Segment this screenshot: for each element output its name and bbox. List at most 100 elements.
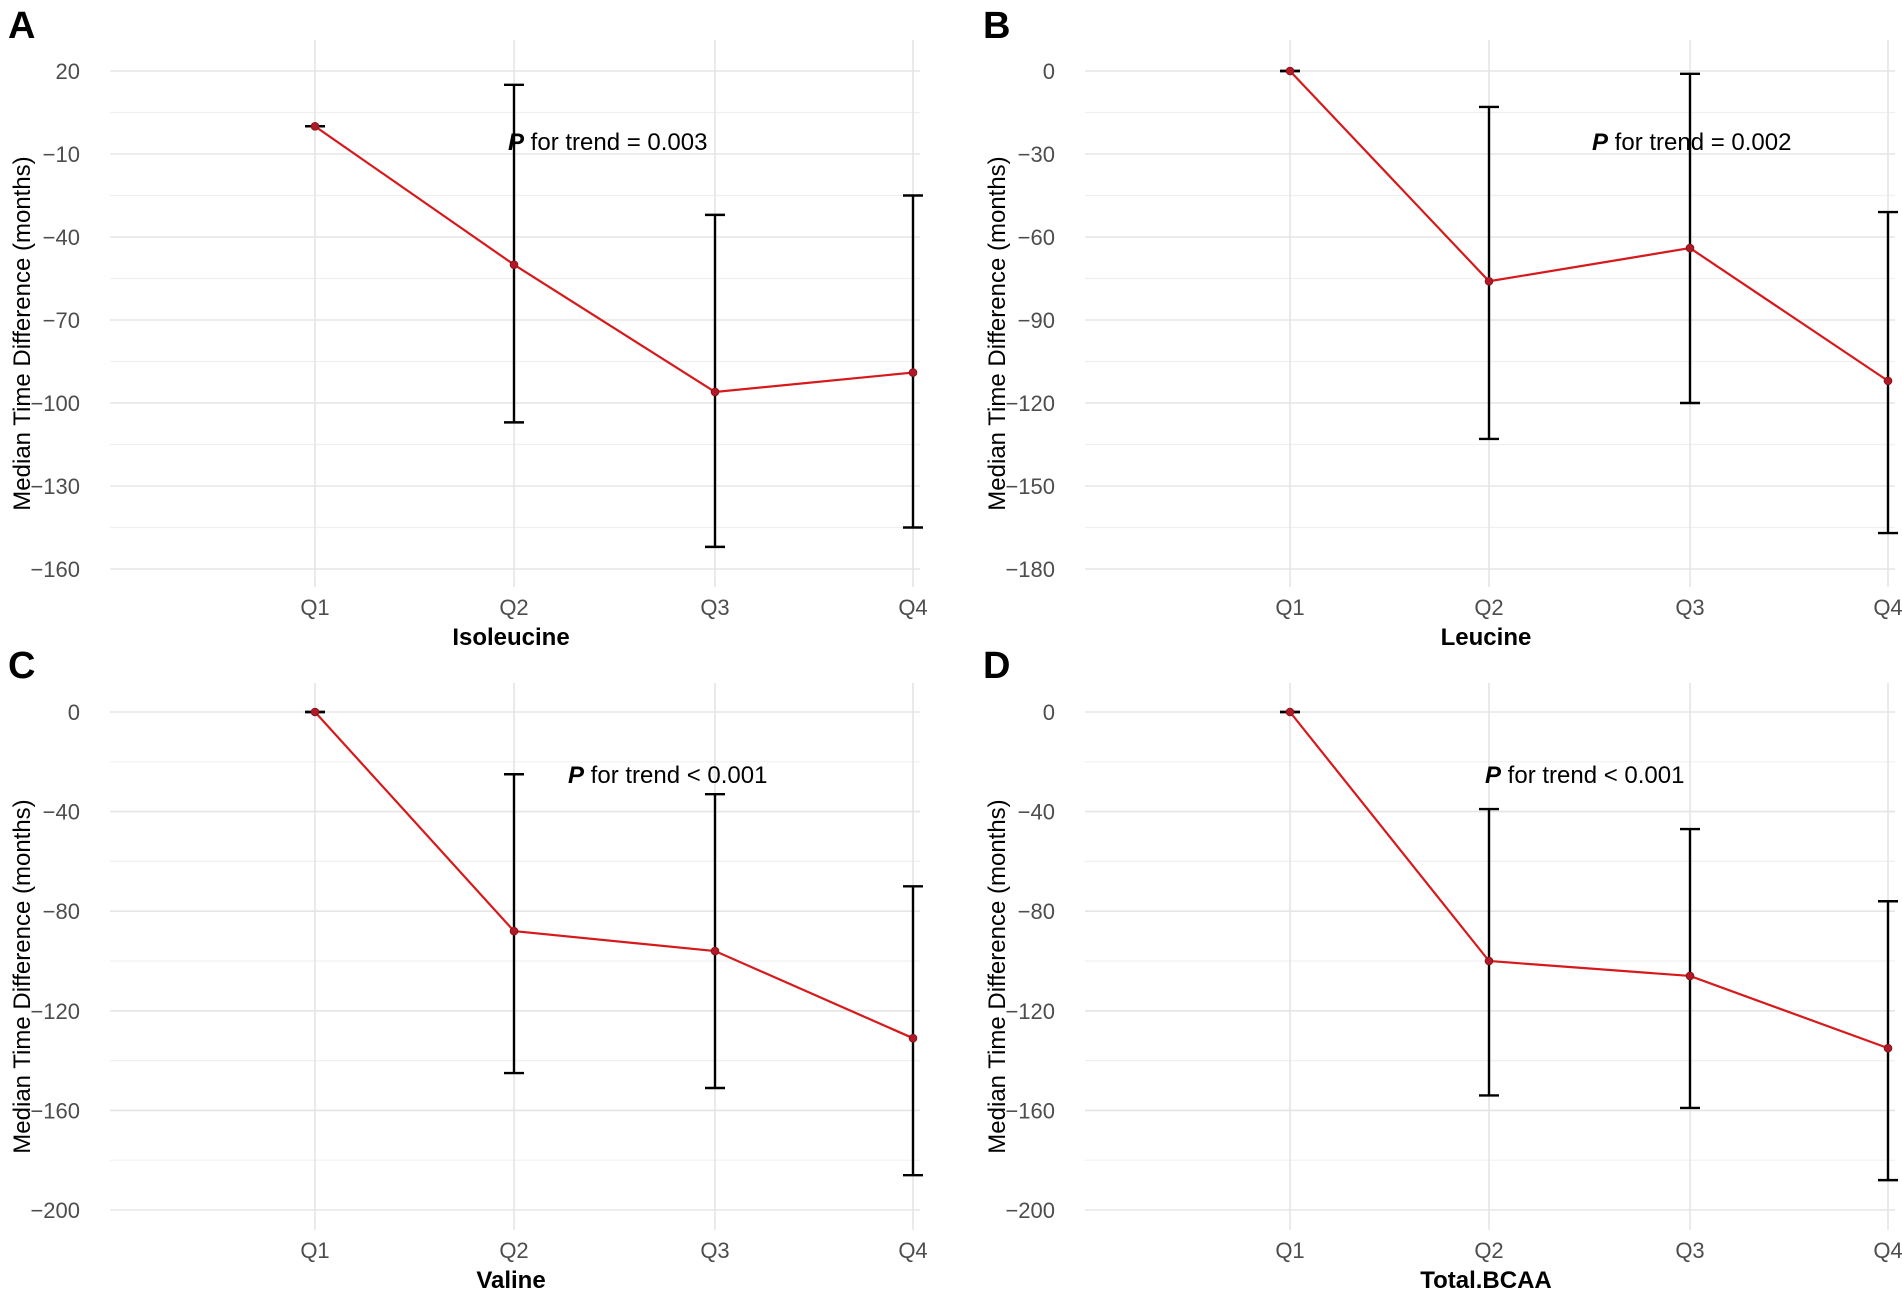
y-tick-label: −80 bbox=[1018, 899, 1055, 924]
data-point-q3 bbox=[1685, 971, 1695, 981]
data-point-q4 bbox=[1883, 376, 1893, 386]
trend-annotation-p: P bbox=[568, 762, 585, 789]
x-tick-label: Q3 bbox=[700, 595, 729, 620]
y-tick-label: 20 bbox=[56, 59, 80, 84]
x-axis-title: Isoleucine bbox=[452, 624, 569, 651]
y-tick-label: −200 bbox=[30, 1198, 80, 1223]
data-point-q3 bbox=[1685, 243, 1695, 253]
y-axis-title: Median Time Difference (months) bbox=[9, 799, 36, 1153]
y-tick-label: −40 bbox=[43, 800, 80, 825]
error-bar-q2 bbox=[504, 83, 524, 424]
y-axis-title: Median Time Difference (months) bbox=[984, 799, 1011, 1153]
x-tick-label: Q3 bbox=[700, 1238, 729, 1263]
error-bar-q3 bbox=[705, 213, 725, 549]
x-tick-label: Q3 bbox=[1675, 1238, 1704, 1263]
y-tick-label: 0 bbox=[1043, 700, 1055, 725]
data-point-q1 bbox=[310, 122, 320, 131]
trend-annotation: P for trend = 0.002 bbox=[1592, 129, 1791, 156]
panel-letter: A bbox=[8, 5, 35, 47]
error-bar-q3 bbox=[1680, 72, 1700, 405]
y-tick-label: −120 bbox=[30, 999, 80, 1024]
error-bar-q4 bbox=[1878, 900, 1898, 1182]
x-axis-title: Leucine bbox=[1441, 624, 1532, 651]
y-tick-label: −200 bbox=[1005, 1198, 1055, 1223]
data-point-q4 bbox=[908, 1033, 918, 1043]
y-tick-label: −40 bbox=[43, 225, 80, 250]
error-bar-q4 bbox=[1878, 210, 1898, 535]
y-tick-label: −160 bbox=[30, 557, 80, 582]
x-tick-label: Q1 bbox=[300, 1238, 329, 1263]
x-tick-label: Q1 bbox=[1275, 1238, 1304, 1263]
data-point-q3 bbox=[710, 387, 720, 397]
x-tick-label: Q2 bbox=[1474, 595, 1503, 620]
y-tick-label: −150 bbox=[1005, 474, 1055, 499]
panel-letter: D bbox=[983, 645, 1010, 687]
x-tick-label: Q2 bbox=[499, 595, 528, 620]
series-line bbox=[314, 711, 914, 1040]
y-tick-label: 0 bbox=[1043, 59, 1055, 84]
y-tick-label: −120 bbox=[1005, 391, 1055, 416]
data-point-q3 bbox=[710, 946, 720, 956]
panel-letter: B bbox=[983, 5, 1010, 47]
data-point-q1 bbox=[1285, 707, 1295, 717]
data-point-q4 bbox=[908, 368, 918, 377]
panel-a: 20 −10 −40 −70 −100 −130 −160 Q1 Q2 Q3 Q4 Isoleucin… bbox=[8, 5, 928, 651]
y-tick-label: −100 bbox=[30, 391, 80, 416]
trend-annotation-p: P bbox=[508, 129, 525, 156]
trend-annotation-text: for trend < 0.001 bbox=[1501, 762, 1684, 789]
y-tick-label: −90 bbox=[1018, 308, 1055, 333]
data-point-q4 bbox=[1883, 1043, 1893, 1053]
trend-annotation-text: for trend = 0.002 bbox=[1608, 129, 1791, 156]
x-tick-label: Q1 bbox=[1275, 595, 1304, 620]
data-point-q2 bbox=[509, 260, 519, 269]
panel-letter: C bbox=[8, 645, 35, 687]
error-bar-q4 bbox=[903, 194, 923, 529]
series-line bbox=[314, 125, 914, 394]
error-bar-q4 bbox=[903, 885, 923, 1177]
data-point-q2 bbox=[1484, 956, 1494, 966]
series-line bbox=[1289, 711, 1889, 1050]
error-bar-q3 bbox=[1680, 827, 1700, 1110]
x-tick-label: Q2 bbox=[1474, 1238, 1503, 1263]
y-tick-label: −160 bbox=[1005, 1098, 1055, 1123]
x-tick-label: Q4 bbox=[1873, 595, 1902, 620]
error-bar-q3 bbox=[705, 792, 725, 1090]
trend-annotation: P for trend = 0.003 bbox=[508, 129, 707, 156]
series-line bbox=[1289, 70, 1889, 382]
x-tick-label: Q4 bbox=[1873, 1238, 1902, 1263]
x-axis-title: Valine bbox=[476, 1267, 545, 1294]
trend-annotation: P for trend < 0.001 bbox=[568, 762, 767, 789]
panel-b: 0 −30 −60 −90 −120 −150 −180 Q1 Q2 Q3 Q4 Leucine Med… bbox=[983, 5, 1902, 651]
trend-annotation-p: P bbox=[1592, 129, 1609, 156]
y-tick-label: −160 bbox=[30, 1098, 80, 1123]
trend-annotation: P for trend < 0.001 bbox=[1485, 762, 1684, 789]
y-axis-title: Median Time Difference (months) bbox=[9, 156, 36, 510]
y-tick-label: −130 bbox=[30, 474, 80, 499]
data-point-q2 bbox=[1484, 276, 1494, 286]
data-point-q1 bbox=[310, 707, 320, 717]
x-tick-label: Q3 bbox=[1675, 595, 1704, 620]
y-axis-title: Median Time Difference (months) bbox=[984, 156, 1011, 510]
x-tick-label: Q2 bbox=[499, 1238, 528, 1263]
x-tick-label: Q1 bbox=[300, 595, 329, 620]
y-tick-label: 0 bbox=[68, 700, 80, 725]
y-tick-label: −10 bbox=[43, 142, 80, 167]
y-tick-label: −40 bbox=[1018, 800, 1055, 825]
y-tick-label: −60 bbox=[1018, 225, 1055, 250]
x-tick-label: Q4 bbox=[898, 1238, 927, 1263]
x-axis-title: Total.BCAA bbox=[1420, 1267, 1552, 1294]
y-tick-label: −30 bbox=[1018, 142, 1055, 167]
y-tick-label: −70 bbox=[43, 308, 80, 333]
y-tick-label: −180 bbox=[1005, 557, 1055, 582]
error-bar-q2 bbox=[1479, 105, 1499, 441]
y-tick-label: −80 bbox=[43, 899, 80, 924]
trend-annotation-p: P bbox=[1485, 762, 1502, 789]
error-bar-q2 bbox=[1479, 807, 1499, 1097]
y-tick-label: −120 bbox=[1005, 999, 1055, 1024]
trend-annotation-text: for trend < 0.001 bbox=[584, 762, 767, 789]
error-bar-q2 bbox=[504, 773, 524, 1075]
data-point-q2 bbox=[509, 926, 519, 936]
panel-c: 0 −40 −80 −120 −160 −200 Q1 Q2 Q3 Q4 Valine Median … bbox=[8, 645, 928, 1294]
panel-d: 0 −40 −80 −120 −160 −200 Q1 Q2 Q3 Q4 Total.BCAA Med… bbox=[983, 645, 1902, 1294]
